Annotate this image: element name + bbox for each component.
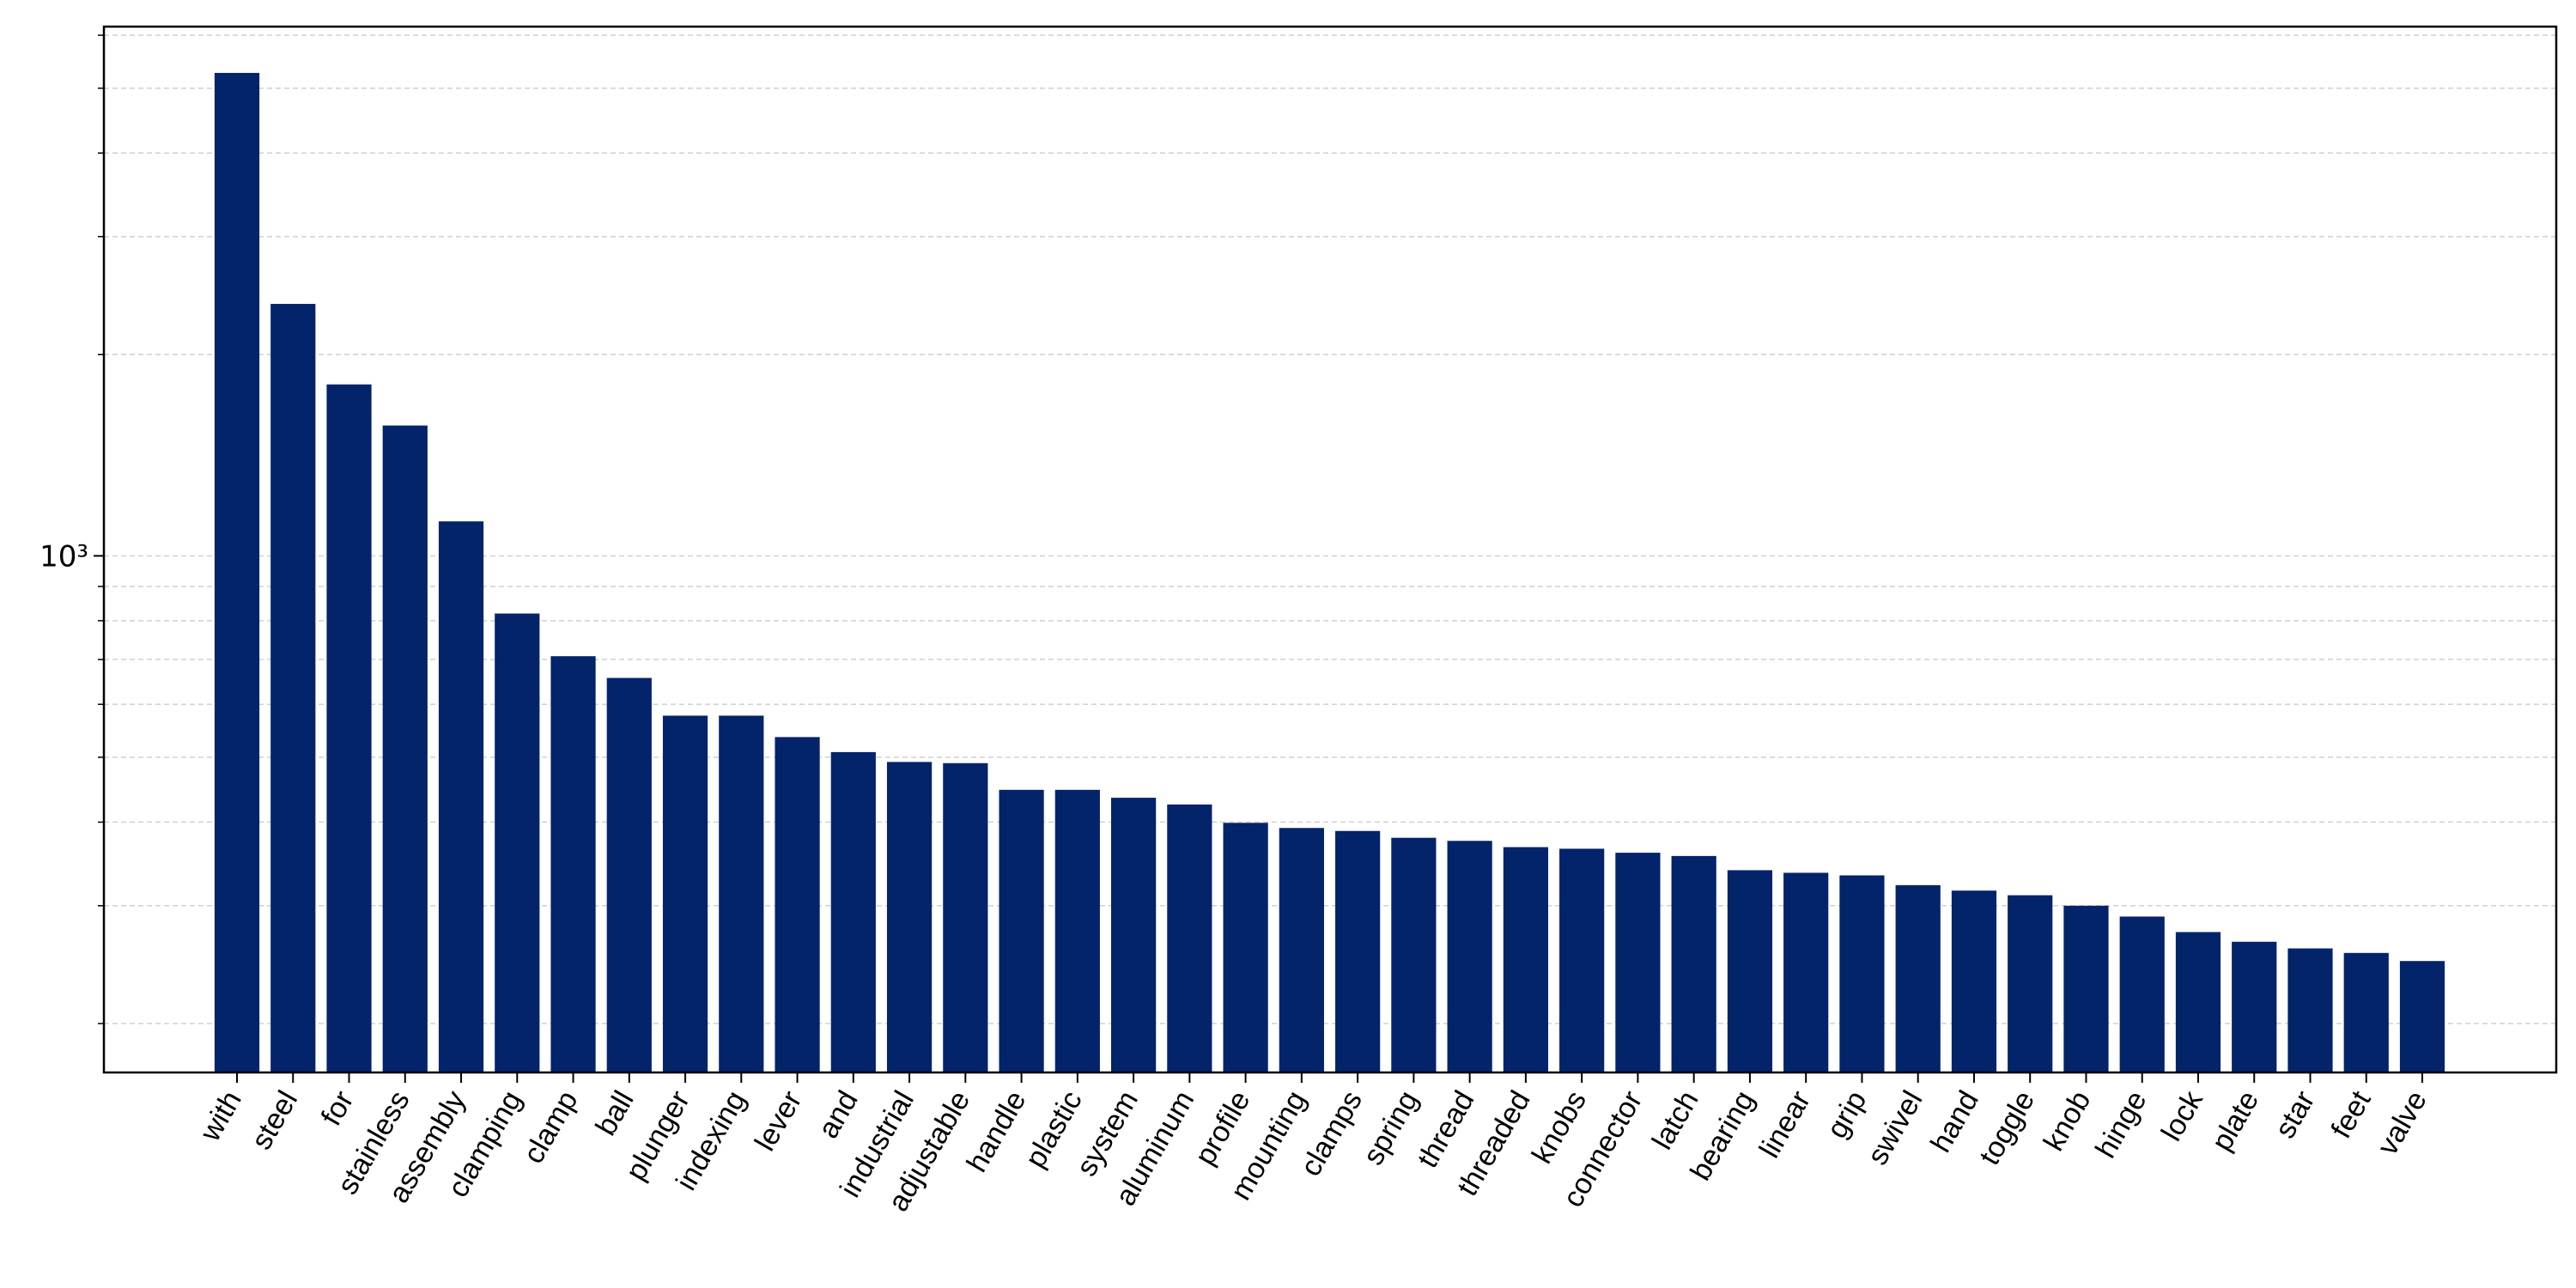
plot-frame	[102, 25, 2558, 1074]
bar	[1223, 823, 1268, 1072]
y-tick-label: 10³	[39, 539, 88, 574]
x-tick-label: steel	[245, 1085, 304, 1155]
x-tick-label: for	[315, 1085, 361, 1131]
bar	[999, 789, 1044, 1072]
bar	[886, 762, 933, 1072]
x-tick-label: lever	[749, 1085, 809, 1157]
bar	[438, 521, 484, 1072]
x-tick-label: and	[811, 1085, 864, 1144]
x-tick-label: plate	[2205, 1085, 2265, 1157]
bar	[2287, 948, 2333, 1072]
bar	[1615, 853, 1661, 1072]
bar	[326, 384, 372, 1073]
bar	[1671, 855, 1716, 1072]
bar	[1951, 890, 1997, 1072]
bar	[2119, 916, 2165, 1072]
x-tick-label: hinge	[2089, 1085, 2154, 1163]
bar	[2175, 932, 2221, 1072]
x-tick-label: clamp	[517, 1085, 584, 1170]
bar	[1167, 804, 1212, 1072]
bar	[1895, 884, 1941, 1072]
x-tick-label: knob	[2038, 1085, 2098, 1157]
bar	[2008, 895, 2053, 1072]
bar	[1783, 872, 1829, 1072]
x-tick-label: star	[2269, 1085, 2321, 1144]
bar	[1447, 841, 1492, 1072]
bar	[943, 762, 988, 1072]
bar	[662, 715, 708, 1072]
x-tick-label: latch	[1646, 1085, 1705, 1155]
x-tick-label: with	[193, 1085, 248, 1147]
bar	[2063, 905, 2109, 1072]
x-tick-label: feet	[2324, 1085, 2378, 1145]
x-tick-label: valve	[2371, 1085, 2433, 1161]
bar	[1054, 789, 1100, 1072]
bar	[830, 751, 876, 1072]
bar	[2343, 952, 2389, 1072]
bar	[214, 72, 260, 1072]
bar	[1503, 847, 1548, 1072]
x-tick-label: lock	[2155, 1084, 2210, 1146]
bar	[1839, 875, 1885, 1072]
bar	[1727, 870, 1773, 1072]
bar	[495, 613, 540, 1072]
bar	[1559, 848, 1605, 1072]
x-tick-label: grip	[1820, 1085, 1873, 1144]
bar	[1391, 837, 1437, 1072]
x-tick-label: ball	[589, 1085, 640, 1141]
bar	[382, 425, 428, 1072]
bar	[775, 737, 820, 1072]
bar	[1279, 828, 1324, 1072]
bar	[606, 677, 652, 1072]
bar	[1111, 798, 1157, 1072]
bar	[2232, 941, 2277, 1072]
bar	[1335, 830, 1381, 1072]
x-tick-label: toggle	[1973, 1085, 2041, 1170]
bar	[719, 715, 764, 1072]
bar	[270, 303, 316, 1072]
bar	[2399, 961, 2445, 1072]
x-tick-label: swivel	[1861, 1085, 1929, 1170]
x-tick-label: hand	[1924, 1085, 1985, 1158]
bar	[550, 656, 596, 1072]
x-tick-label: linear	[1753, 1085, 1817, 1163]
